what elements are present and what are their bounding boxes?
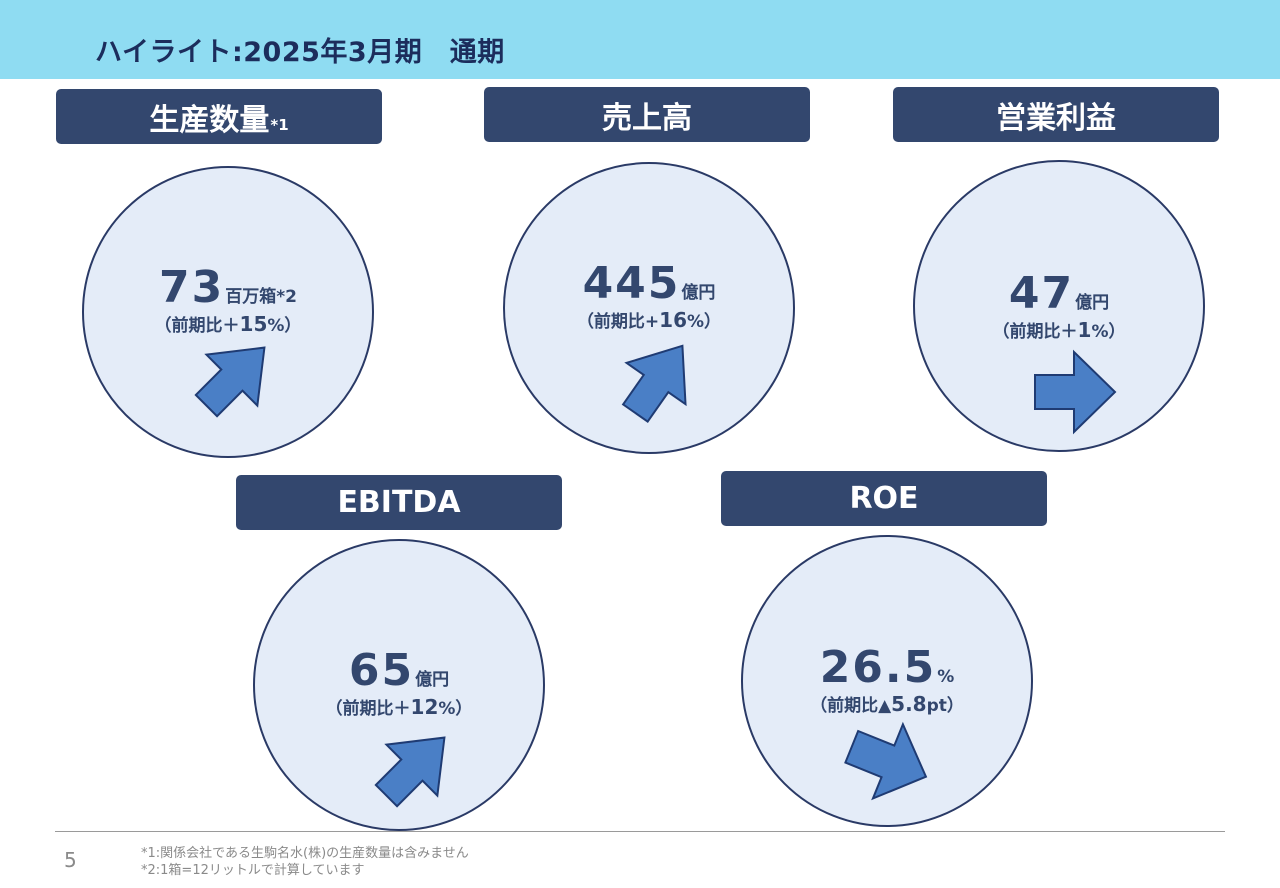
footnote-2: *2:1箱=12リットルで計算しています — [141, 863, 365, 878]
footer-divider — [55, 831, 1225, 832]
metric-comparison: （前期比＋1%） — [992, 318, 1126, 342]
metric-net-sales: 445億円 （前期比+16%） — [549, 258, 749, 332]
metric-unit: 億円 — [415, 670, 450, 690]
label-text: EBITDA — [337, 485, 461, 520]
page-number: 5 — [64, 848, 77, 872]
metric-comparison: （前期比+16%） — [576, 308, 722, 332]
label-text: ROE — [849, 481, 919, 516]
metric-comparison: （前期比▲5.8pt） — [810, 692, 964, 716]
page-title: ハイライト:2025年3月期 通期 — [95, 37, 505, 68]
metric-production-volume: 73百万箱*2 （前期比＋15%） — [128, 262, 328, 336]
metric-comparison: （前期比＋15%） — [154, 312, 302, 336]
metric-ebitda: 65億円 （前期比＋12%） — [299, 645, 499, 719]
label-production-volume: 生産数量 *1 — [56, 89, 382, 144]
metric-value: 73 — [159, 262, 225, 313]
metric-unit: 億円 — [681, 283, 716, 303]
metric-unit: % — [937, 667, 955, 687]
label-text: 売上高 — [602, 100, 692, 136]
label-operating-income: 営業利益 — [893, 87, 1219, 142]
label-text: 生産数量 — [149, 102, 270, 138]
footnote-1: *1:関係会社である生駒名水(株)の生産数量は含みません — [141, 846, 469, 861]
metric-operating-income: 47億円 （前期比＋1%） — [959, 268, 1159, 342]
label-net-sales: 売上高 — [484, 87, 810, 142]
label-text: 営業利益 — [996, 100, 1116, 136]
metric-comparison: （前期比＋12%） — [325, 695, 473, 719]
metric-value: 47 — [1008, 268, 1075, 319]
metric-value: 65 — [348, 645, 415, 696]
label-footnote-marker: *1 — [270, 116, 289, 134]
header-bar: ハイライト:2025年3月期 通期 — [0, 0, 1280, 79]
label-ebitda: EBITDA — [236, 475, 562, 530]
metric-unit: 百万箱*2 — [225, 287, 297, 307]
metric-roe: 26.5% （前期比▲5.8pt） — [787, 642, 987, 716]
metric-unit: 億円 — [1075, 293, 1110, 313]
metric-value: 445 — [582, 258, 681, 309]
metric-value: 26.5 — [819, 642, 937, 693]
label-roe: ROE — [721, 471, 1047, 526]
